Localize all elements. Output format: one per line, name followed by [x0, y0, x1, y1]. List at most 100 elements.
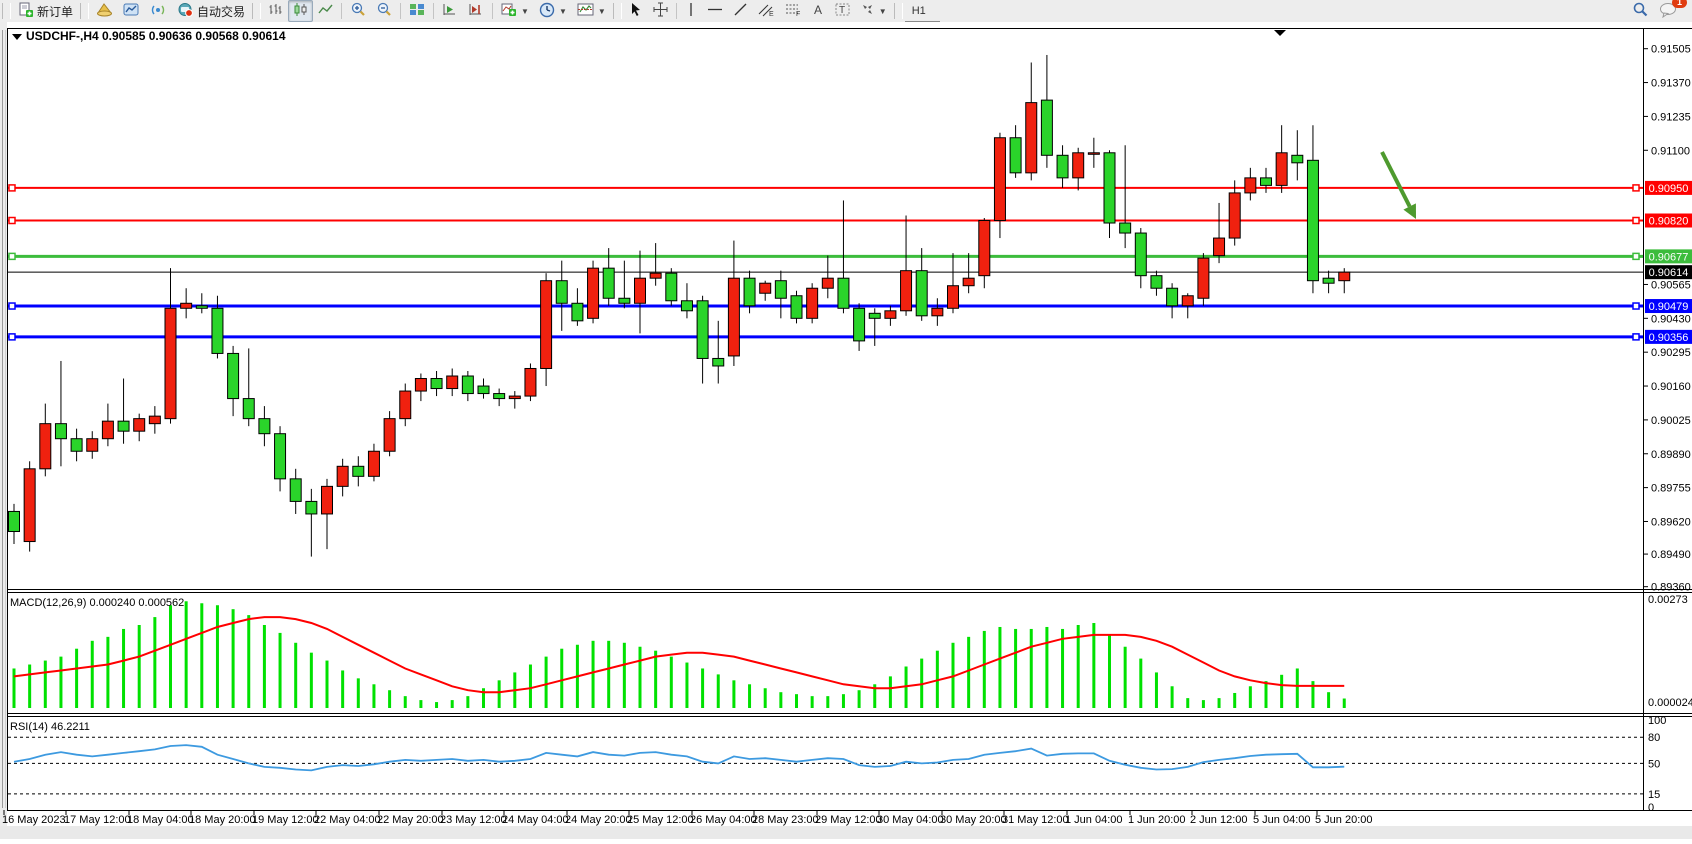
- candle: [195, 305, 208, 309]
- auto-trading-button[interactable]: 自动交易: [172, 0, 250, 22]
- candle: [508, 395, 521, 400]
- search-button[interactable]: [1627, 0, 1654, 22]
- bar-chart-icon: [268, 2, 283, 20]
- trendline-tool-button[interactable]: [728, 0, 753, 22]
- macd-histogram-bar: [43, 660, 47, 708]
- hline-handle[interactable]: [1632, 252, 1640, 261]
- hline-handle[interactable]: [8, 184, 16, 192]
- chart-menu-triangle-icon[interactable]: [12, 34, 22, 40]
- zoom-in-button[interactable]: [345, 0, 371, 22]
- macd-histogram-bar: [763, 688, 767, 708]
- toolbar-grip[interactable]: [2, 3, 11, 19]
- hline-handle[interactable]: [1632, 216, 1640, 225]
- candle: [962, 277, 975, 287]
- macd-histogram-bar: [638, 646, 642, 708]
- candle: [1056, 154, 1069, 179]
- time-tick-label: 24 May 04:00: [502, 814, 569, 826]
- hline-handle[interactable]: [1632, 184, 1640, 192]
- time-tick-label: 29 May 12:00: [815, 814, 882, 826]
- annotation-arrow[interactable]: [1380, 151, 1412, 208]
- price-tick-label: 0.90430: [1651, 313, 1691, 325]
- candle: [258, 418, 271, 435]
- rsi-axis-label: 80: [1648, 732, 1660, 744]
- macd-histogram-bar: [779, 692, 783, 708]
- timeframe-button-H1[interactable]: H1: [911, 5, 926, 17]
- price-label-0.90356: 0.90356: [1649, 332, 1689, 344]
- candle: [524, 367, 537, 397]
- hline-handle[interactable]: [8, 333, 16, 341]
- candle: [1025, 102, 1038, 174]
- macd-histogram-bar: [215, 605, 219, 708]
- price-label-box: [1645, 329, 1692, 344]
- toolbar-grip[interactable]: [252, 3, 262, 19]
- svg-text:A: A: [814, 3, 822, 17]
- candlestick-style-button[interactable]: [288, 0, 314, 22]
- rsi-axis-label: 15: [1648, 789, 1660, 801]
- signals-button[interactable]: [145, 0, 172, 22]
- vertical-line-tool-button[interactable]: [680, 0, 702, 22]
- time-tick-label: 30 May 04:00: [877, 814, 944, 826]
- cursor-tool-button[interactable]: [624, 0, 648, 22]
- toolbar-grip[interactable]: [80, 3, 90, 19]
- candle: [1087, 152, 1100, 155]
- charts-window-button[interactable]: [118, 0, 145, 22]
- dropdown-caret: ▼: [558, 6, 567, 16]
- macd-histogram-bar: [1154, 672, 1158, 708]
- hline-handle[interactable]: [8, 216, 16, 225]
- candle: [1181, 295, 1194, 307]
- arrows-tool-button[interactable]: ▼: [855, 0, 892, 22]
- equidistant-channel-tool-button[interactable]: E: [753, 0, 780, 22]
- time-tick-label: 30 May 20:00: [940, 814, 1007, 826]
- candle: [1040, 99, 1053, 156]
- toolbar-grip[interactable]: [612, 3, 622, 19]
- candle: [352, 465, 365, 477]
- crosshair-tool-button[interactable]: [648, 0, 673, 22]
- bar-chart-style-button[interactable]: [263, 0, 288, 22]
- indicators-button[interactable]: ▼: [496, 0, 534, 22]
- text-tool-button[interactable]: A: [807, 0, 830, 22]
- hline-handle[interactable]: [8, 302, 16, 310]
- candle: [477, 385, 490, 395]
- toolbar-grip[interactable]: [893, 3, 903, 19]
- macd-histogram-bar: [982, 630, 986, 708]
- candle: [101, 420, 114, 440]
- hline-handle[interactable]: [8, 252, 16, 261]
- macd-histogram-bar: [356, 678, 360, 708]
- fibonacci-tool-button[interactable]: F: [780, 0, 807, 22]
- price-tick-label: 0.89890: [1651, 449, 1691, 461]
- rsi-indicator-label: RSI(14) 46.2211: [10, 721, 90, 733]
- templates-button[interactable]: ▼: [572, 0, 611, 22]
- candle: [884, 310, 897, 319]
- annotation-arrow-head[interactable]: [1403, 203, 1416, 219]
- candle: [1150, 275, 1163, 289]
- time-tick-label: 26 May 04:00: [690, 814, 757, 826]
- candle: [414, 378, 427, 392]
- macd-histogram-bar: [716, 674, 720, 708]
- macd-histogram-bar: [841, 694, 845, 708]
- macd-histogram-bar: [1233, 692, 1237, 708]
- candle: [446, 375, 459, 390]
- macd-histogram-bar: [1045, 626, 1049, 708]
- periods-button[interactable]: ▼: [534, 0, 572, 22]
- chart-shift-marker[interactable]: [1274, 30, 1286, 36]
- hline-handle[interactable]: [1632, 302, 1640, 310]
- chat-bubble-icon: [1659, 2, 1677, 21]
- zoom-out-button[interactable]: [371, 0, 397, 22]
- chart-shift-button[interactable]: [463, 0, 489, 22]
- hline-handle[interactable]: [1632, 333, 1640, 341]
- candle: [727, 277, 740, 357]
- tile-windows-button[interactable]: [404, 0, 430, 22]
- text-label-tool-button[interactable]: T: [830, 0, 855, 22]
- wizard-button[interactable]: [91, 0, 118, 22]
- candle: [461, 375, 474, 395]
- line-chart-style-button[interactable]: [313, 0, 338, 22]
- macd-histogram-bar: [732, 680, 736, 708]
- horizontal-line-tool-button[interactable]: [702, 0, 728, 22]
- time-tick-label: 16 May 2023: [2, 814, 66, 826]
- auto-scroll-button[interactable]: [437, 0, 463, 22]
- notifications-button[interactable]: 1: [1654, 0, 1687, 22]
- new-order-button[interactable]: 新订单: [13, 0, 78, 22]
- time-tick-label: 2 Jun 12:00: [1190, 814, 1248, 826]
- price-label-0.90614: 0.90614: [1649, 267, 1689, 279]
- price-tick-label: 0.90160: [1651, 381, 1691, 393]
